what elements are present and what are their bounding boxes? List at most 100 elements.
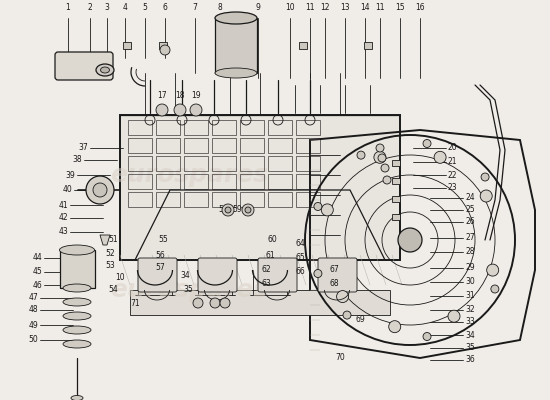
- Text: 3: 3: [104, 3, 109, 12]
- Bar: [120, 115, 400, 260]
- Text: 50: 50: [28, 336, 38, 344]
- Bar: [184, 138, 208, 153]
- Text: 37: 37: [78, 144, 88, 152]
- Circle shape: [321, 204, 333, 216]
- Text: 35: 35: [465, 344, 475, 352]
- Bar: [159, 42, 167, 49]
- Bar: [392, 196, 400, 202]
- Circle shape: [210, 298, 220, 308]
- Text: 59: 59: [232, 206, 242, 214]
- Circle shape: [337, 290, 349, 302]
- Text: 58: 58: [218, 206, 228, 214]
- Bar: [296, 174, 320, 189]
- Circle shape: [381, 164, 389, 172]
- Circle shape: [314, 202, 322, 210]
- Text: 6: 6: [163, 3, 167, 12]
- Bar: [184, 174, 208, 189]
- Text: 33: 33: [465, 318, 475, 326]
- Text: 5: 5: [142, 3, 147, 12]
- Circle shape: [389, 321, 401, 333]
- Bar: [296, 138, 320, 153]
- FancyBboxPatch shape: [55, 52, 113, 80]
- Text: 9: 9: [256, 3, 261, 12]
- Ellipse shape: [63, 298, 91, 306]
- Text: 2: 2: [87, 3, 92, 12]
- Text: 49: 49: [28, 320, 38, 330]
- Bar: [268, 138, 292, 153]
- Text: 43: 43: [58, 228, 68, 236]
- Circle shape: [423, 140, 431, 148]
- Text: 24: 24: [465, 194, 475, 202]
- Text: 67: 67: [330, 266, 340, 274]
- Text: 56: 56: [155, 250, 165, 260]
- Text: 18: 18: [175, 91, 185, 100]
- Circle shape: [156, 104, 168, 116]
- Circle shape: [383, 176, 391, 184]
- Text: 44: 44: [32, 254, 42, 262]
- Ellipse shape: [101, 67, 109, 73]
- Bar: [240, 120, 264, 135]
- Bar: [212, 174, 236, 189]
- Circle shape: [245, 207, 251, 213]
- Text: eurospares: eurospares: [110, 163, 268, 187]
- Polygon shape: [100, 235, 110, 245]
- Text: 14: 14: [360, 3, 370, 12]
- Bar: [268, 156, 292, 171]
- Bar: [268, 120, 292, 135]
- Bar: [296, 120, 320, 135]
- Bar: [296, 156, 320, 171]
- Circle shape: [242, 204, 254, 216]
- Bar: [240, 192, 264, 207]
- Circle shape: [343, 311, 351, 319]
- Text: 41: 41: [58, 200, 68, 210]
- Text: 55: 55: [158, 236, 168, 244]
- Text: 71: 71: [130, 298, 140, 308]
- Circle shape: [398, 228, 422, 252]
- Text: 7: 7: [192, 3, 197, 12]
- Text: 25: 25: [465, 206, 475, 214]
- Text: 34: 34: [180, 270, 190, 280]
- Bar: [240, 138, 264, 153]
- Text: 54: 54: [108, 286, 118, 294]
- Bar: [128, 138, 152, 153]
- Text: 16: 16: [415, 3, 425, 12]
- Text: 46: 46: [32, 280, 42, 290]
- Circle shape: [160, 45, 170, 55]
- Ellipse shape: [63, 284, 91, 292]
- Text: 11: 11: [375, 3, 385, 12]
- Text: 13: 13: [340, 3, 350, 12]
- Text: 35: 35: [183, 286, 192, 294]
- Text: 21: 21: [448, 158, 458, 166]
- Bar: [128, 174, 152, 189]
- Text: 17: 17: [157, 91, 167, 100]
- Circle shape: [174, 104, 186, 116]
- Bar: [128, 192, 152, 207]
- FancyBboxPatch shape: [318, 258, 357, 292]
- Text: 65: 65: [295, 254, 305, 262]
- Bar: [296, 192, 320, 207]
- Bar: [392, 214, 400, 220]
- Text: 47: 47: [28, 294, 38, 302]
- Text: 64: 64: [295, 238, 305, 248]
- Text: 27: 27: [465, 234, 475, 242]
- FancyBboxPatch shape: [258, 258, 297, 292]
- Bar: [156, 138, 180, 153]
- Circle shape: [374, 151, 386, 163]
- Bar: [212, 120, 236, 135]
- Text: 15: 15: [395, 3, 405, 12]
- Bar: [268, 192, 292, 207]
- Text: 62: 62: [262, 266, 272, 274]
- Bar: [130, 290, 390, 315]
- Text: 48: 48: [29, 306, 38, 314]
- Text: 1: 1: [65, 3, 70, 12]
- Bar: [60, 250, 95, 288]
- Circle shape: [491, 285, 499, 293]
- Bar: [128, 120, 152, 135]
- Bar: [128, 156, 152, 171]
- Text: 66: 66: [295, 268, 305, 276]
- Text: 31: 31: [465, 292, 475, 300]
- Text: 32: 32: [465, 306, 475, 314]
- Bar: [364, 42, 372, 49]
- Text: 57: 57: [155, 264, 165, 272]
- Text: 23: 23: [448, 184, 458, 192]
